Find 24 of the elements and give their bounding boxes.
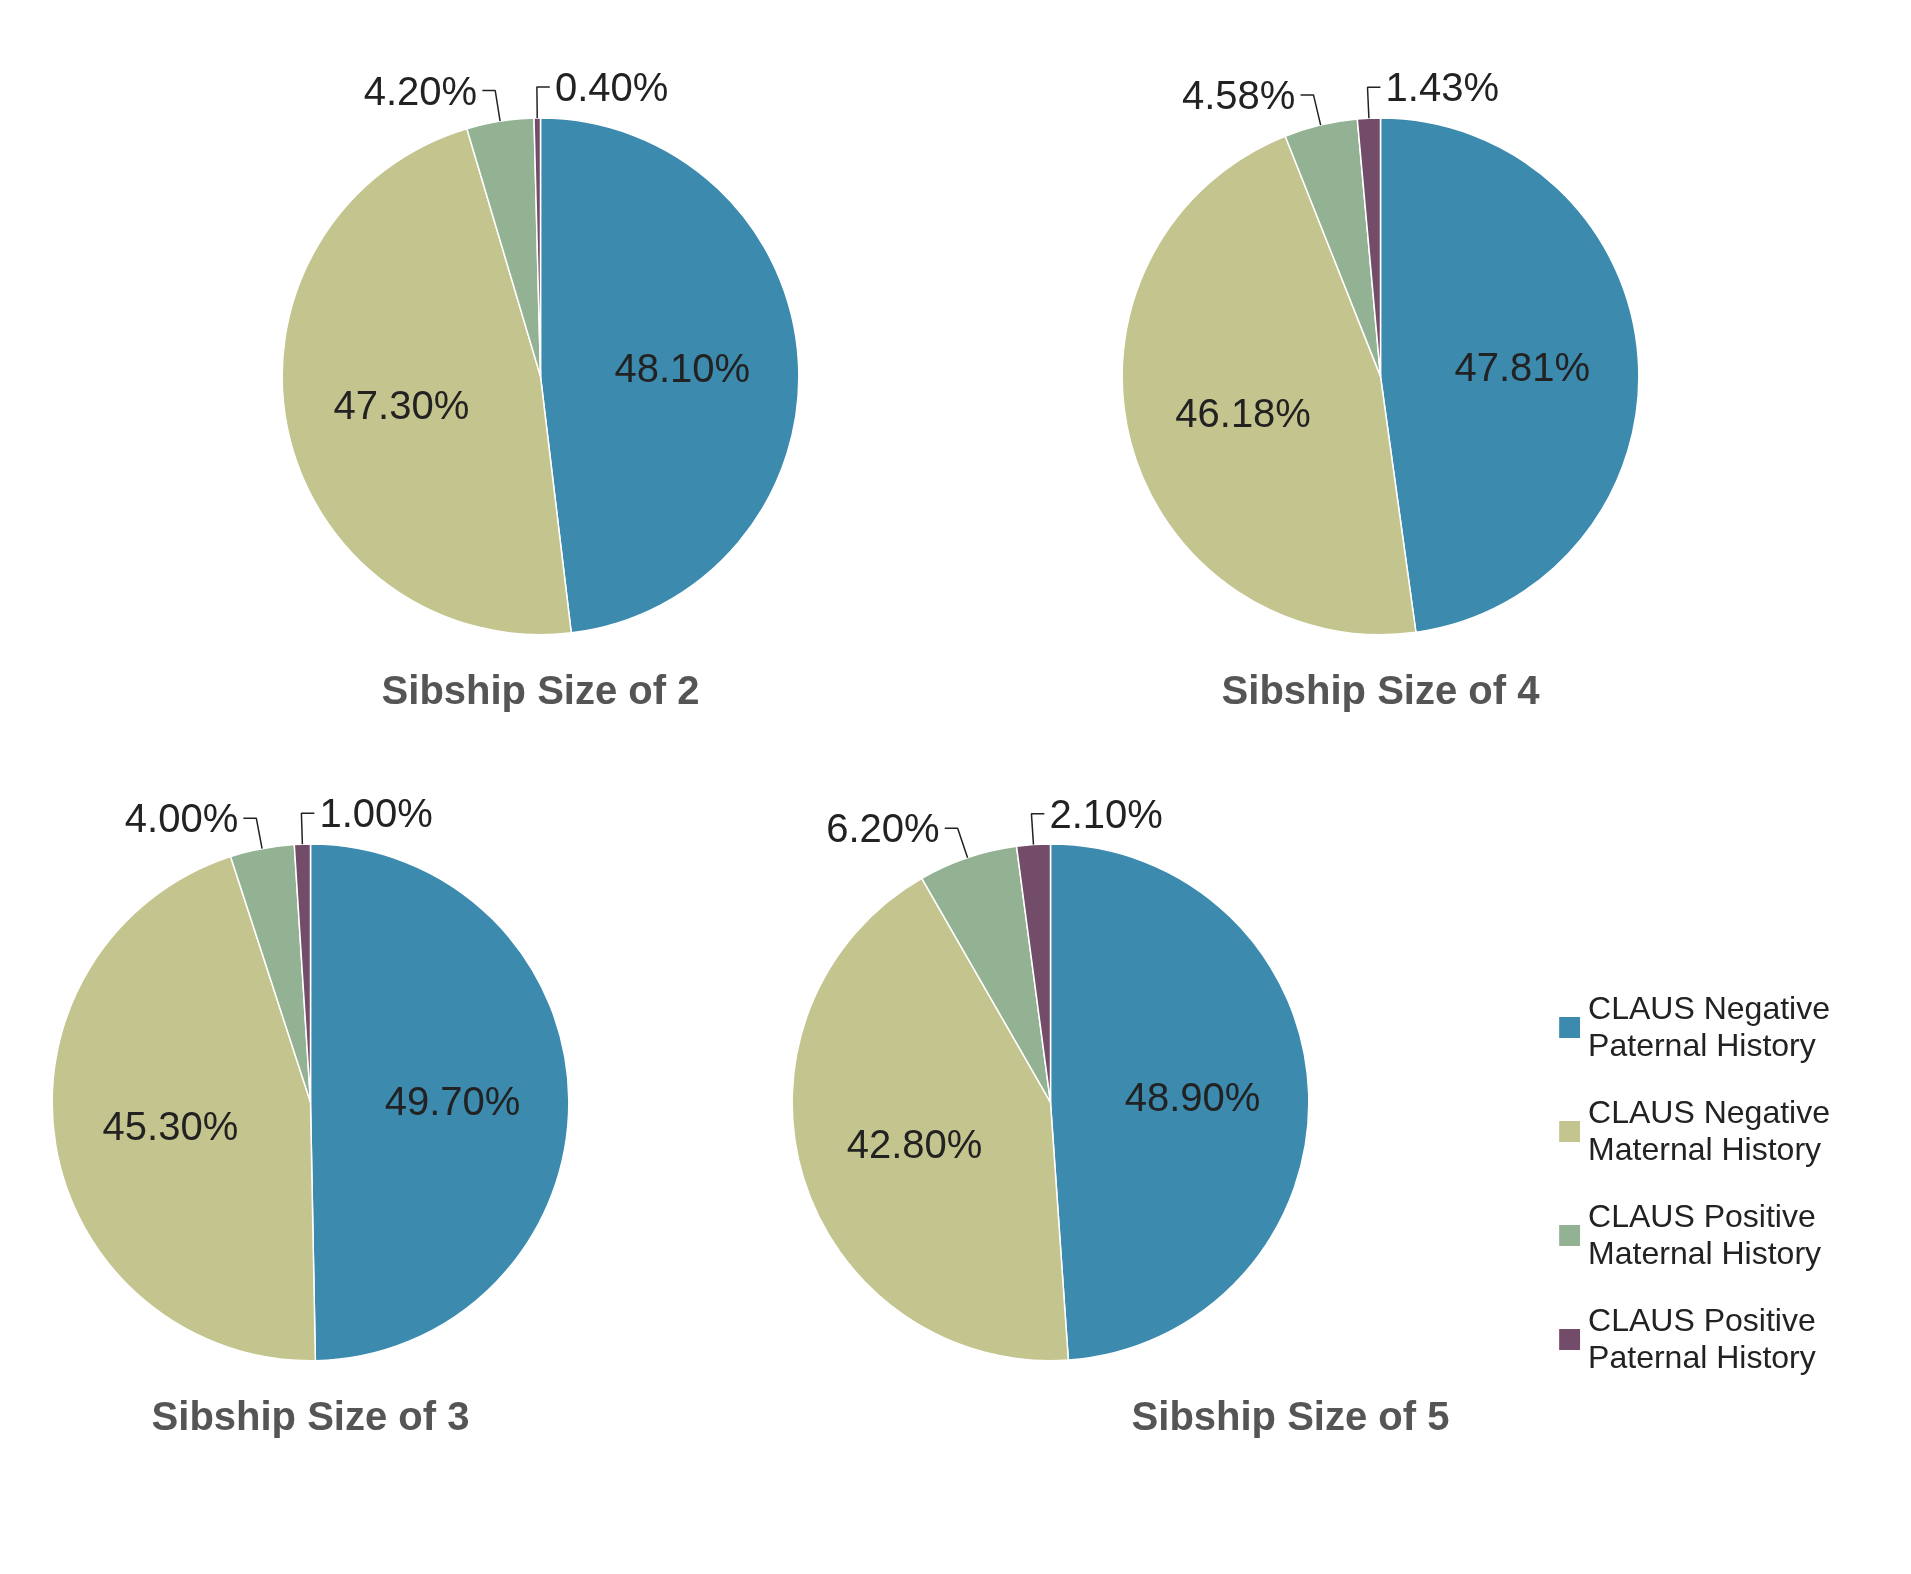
data-label: 45.30% <box>102 1103 239 1148</box>
data-label: 47.81% <box>1454 344 1591 389</box>
data-label: 2.10% <box>1049 791 1163 836</box>
data-label: 4.58% <box>1181 72 1296 117</box>
text: Sibship Size of 5 <box>1131 1393 1450 1438</box>
data-label: 6.20% <box>826 806 940 851</box>
data-label: 4.20% <box>363 68 478 113</box>
text: Sibship Size of 4 <box>1221 667 1541 712</box>
data-label: 46.18% <box>1175 390 1311 435</box>
data-label: 48.10% <box>614 345 751 390</box>
text: Sibship Size of 2 <box>381 667 700 712</box>
legend-label: CLAUS Negative Maternal History <box>1588 1094 1830 1168</box>
data-label: 42.80% <box>846 1121 983 1166</box>
data-label: 4.00% <box>124 796 239 841</box>
legend-label: CLAUS Positive Paternal History <box>1588 1302 1816 1376</box>
data-label: 0.40% <box>554 65 669 110</box>
data-label: 47.30% <box>333 383 470 428</box>
data-label: 1.00% <box>319 791 433 836</box>
data-label: 49.70% <box>384 1079 521 1124</box>
data-label: 1.43% <box>1385 65 1500 110</box>
data-label: 48.90% <box>1124 1075 1261 1120</box>
legend-label: CLAUS Positive Maternal History <box>1588 1198 1822 1272</box>
legend-label: CLAUS Negative Paternal History <box>1588 990 1830 1064</box>
text: Sibship Size of 3 <box>151 1393 470 1438</box>
